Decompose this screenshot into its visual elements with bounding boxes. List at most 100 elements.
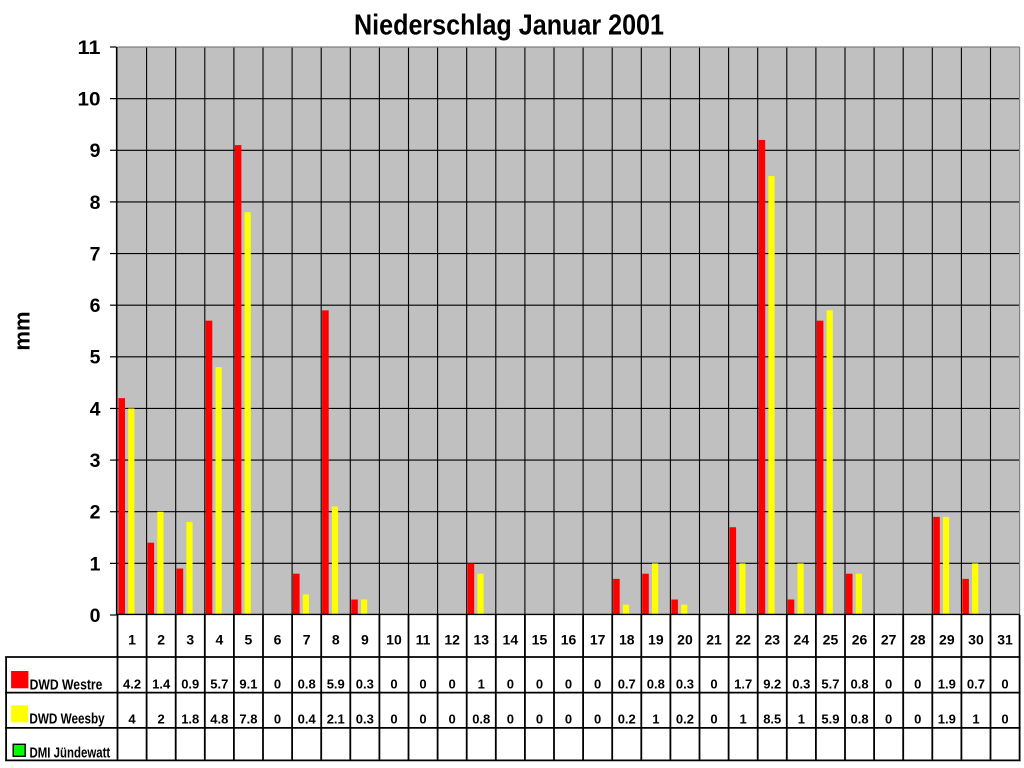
svg-text:0.3: 0.3 (792, 676, 810, 691)
svg-text:2.1: 2.1 (327, 711, 345, 726)
svg-text:4: 4 (215, 632, 223, 648)
svg-text:0: 0 (914, 676, 921, 691)
svg-text:16: 16 (561, 632, 577, 648)
svg-text:4: 4 (90, 398, 101, 420)
svg-text:0.8: 0.8 (298, 676, 316, 691)
svg-text:25: 25 (823, 632, 839, 648)
svg-text:0: 0 (449, 676, 456, 691)
svg-text:9: 9 (361, 632, 369, 648)
svg-text:10: 10 (386, 632, 402, 648)
svg-text:0: 0 (536, 711, 543, 726)
svg-text:22: 22 (735, 632, 751, 648)
svg-text:4: 4 (128, 711, 136, 726)
svg-text:1: 1 (740, 711, 747, 726)
svg-text:mm: mm (10, 311, 35, 350)
svg-text:17: 17 (590, 632, 606, 648)
svg-text:1.9: 1.9 (938, 711, 956, 726)
svg-text:DMI Jündewatt: DMI Jündewatt (30, 744, 111, 761)
svg-text:14: 14 (503, 632, 519, 648)
svg-text:0.7: 0.7 (967, 676, 985, 691)
svg-text:0: 0 (390, 711, 397, 726)
svg-text:9.2: 9.2 (763, 676, 781, 691)
svg-text:0: 0 (449, 711, 456, 726)
svg-text:5.9: 5.9 (327, 676, 345, 691)
svg-text:0: 0 (536, 676, 543, 691)
svg-text:0: 0 (507, 711, 514, 726)
svg-text:0: 0 (710, 711, 717, 726)
svg-text:1.4: 1.4 (152, 676, 171, 691)
svg-text:3: 3 (90, 450, 101, 472)
svg-text:10: 10 (78, 89, 101, 111)
svg-text:0: 0 (594, 711, 601, 726)
svg-text:12: 12 (444, 632, 460, 648)
svg-text:28: 28 (910, 632, 926, 648)
svg-text:8.5: 8.5 (763, 711, 781, 726)
svg-text:0: 0 (594, 676, 601, 691)
svg-text:8: 8 (332, 632, 340, 648)
svg-text:0: 0 (885, 676, 892, 691)
svg-text:29: 29 (939, 632, 955, 648)
svg-text:5.7: 5.7 (210, 676, 228, 691)
svg-text:0.7: 0.7 (618, 676, 636, 691)
svg-text:6: 6 (90, 295, 101, 317)
svg-text:1: 1 (90, 553, 101, 575)
svg-text:0: 0 (390, 676, 397, 691)
svg-text:1.8: 1.8 (181, 711, 199, 726)
svg-text:Niederschlag Januar 2001: Niederschlag Januar 2001 (354, 9, 664, 41)
svg-text:6: 6 (274, 632, 282, 648)
svg-text:11: 11 (416, 632, 431, 648)
svg-text:23: 23 (764, 632, 780, 648)
svg-text:0: 0 (274, 711, 281, 726)
svg-text:30: 30 (968, 632, 984, 648)
svg-text:0: 0 (885, 711, 892, 726)
svg-text:5.7: 5.7 (821, 676, 839, 691)
svg-text:0: 0 (565, 676, 572, 691)
svg-text:19: 19 (648, 632, 664, 648)
svg-text:20: 20 (677, 632, 693, 648)
svg-text:1: 1 (128, 632, 136, 648)
svg-text:5: 5 (90, 347, 101, 369)
svg-text:0.8: 0.8 (851, 711, 869, 726)
svg-text:0.8: 0.8 (472, 711, 490, 726)
svg-text:0.3: 0.3 (356, 711, 374, 726)
svg-text:0: 0 (1001, 676, 1008, 691)
svg-text:9: 9 (90, 140, 101, 162)
svg-text:0: 0 (1001, 711, 1008, 726)
svg-text:31: 31 (997, 632, 1013, 648)
svg-text:0.3: 0.3 (676, 676, 694, 691)
svg-text:4.8: 4.8 (210, 711, 228, 726)
svg-text:27: 27 (881, 632, 897, 648)
svg-text:1: 1 (972, 711, 979, 726)
svg-text:18: 18 (619, 632, 635, 648)
svg-text:2: 2 (157, 632, 165, 648)
svg-text:3: 3 (186, 632, 194, 648)
svg-text:21: 21 (706, 632, 722, 648)
svg-text:4.2: 4.2 (123, 676, 141, 691)
svg-text:15: 15 (532, 632, 548, 648)
svg-text:0: 0 (914, 711, 921, 726)
svg-text:9.1: 9.1 (239, 676, 257, 691)
svg-text:0: 0 (419, 676, 426, 691)
svg-text:0.9: 0.9 (181, 676, 199, 691)
svg-text:7.8: 7.8 (239, 711, 257, 726)
svg-text:1: 1 (798, 711, 805, 726)
svg-text:0.3: 0.3 (356, 676, 374, 691)
svg-text:0: 0 (419, 711, 426, 726)
svg-text:DWD Westre: DWD Westre (30, 676, 103, 693)
svg-text:DWD Weesby: DWD Weesby (29, 710, 105, 727)
svg-text:0.2: 0.2 (618, 711, 636, 726)
svg-text:0: 0 (507, 676, 514, 691)
svg-text:2: 2 (90, 502, 101, 524)
svg-text:0: 0 (274, 676, 281, 691)
svg-text:7: 7 (303, 632, 311, 648)
svg-text:0: 0 (90, 605, 101, 627)
svg-text:26: 26 (852, 632, 868, 648)
svg-text:13: 13 (473, 632, 489, 648)
svg-text:24: 24 (794, 632, 810, 648)
svg-text:2: 2 (158, 711, 165, 726)
svg-text:8: 8 (90, 192, 101, 214)
svg-text:1: 1 (652, 711, 659, 726)
svg-text:5.9: 5.9 (821, 711, 839, 726)
svg-text:0.8: 0.8 (647, 676, 665, 691)
svg-text:1.9: 1.9 (938, 676, 956, 691)
